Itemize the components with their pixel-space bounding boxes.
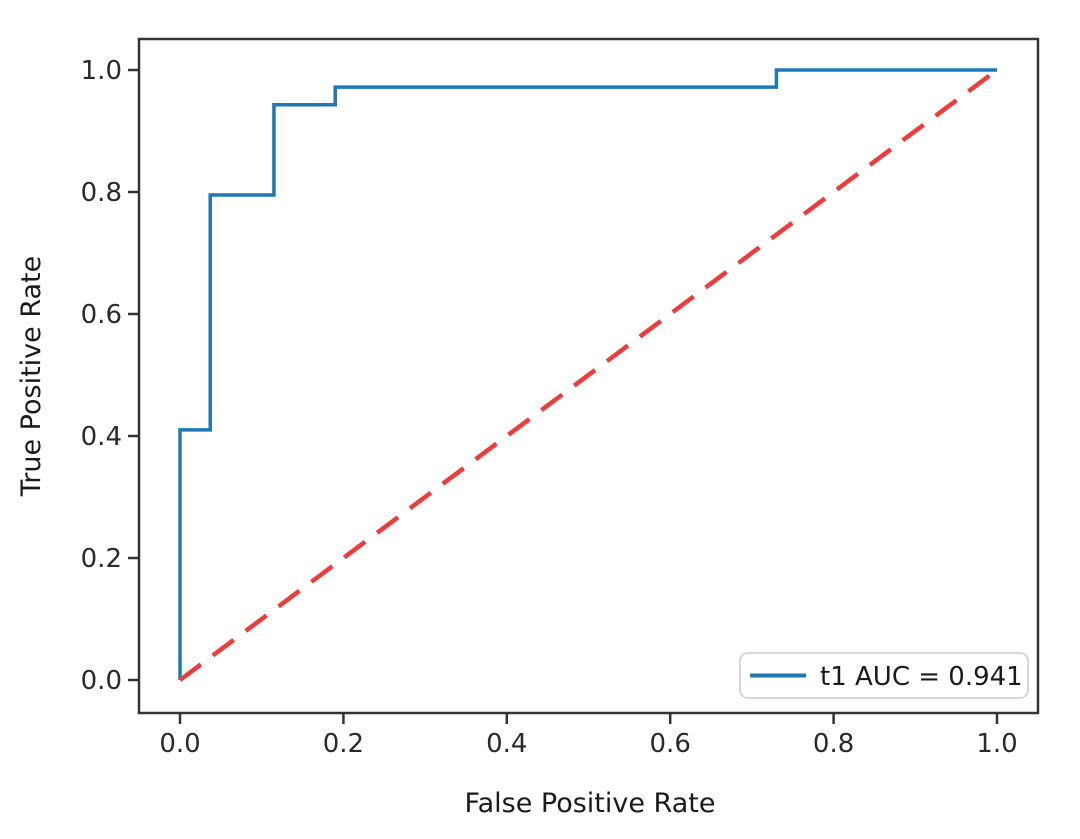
y-tick-label: 0.8 — [81, 178, 122, 208]
legend-box — [739, 652, 1029, 699]
x-tick-label: 0.8 — [813, 729, 854, 759]
chance-diagonal-line — [178, 68, 999, 682]
y-tick-label: 0.2 — [81, 544, 122, 574]
y-tick-label: 0.4 — [81, 422, 122, 452]
x-tick-label: 0.2 — [323, 729, 364, 759]
x-tick-label: 0.4 — [486, 729, 527, 759]
y-tick-label: 1.0 — [81, 56, 122, 86]
y-axis-label: True Positive Rate — [16, 256, 47, 498]
legend: t1 AUC = 0.941 — [739, 652, 1029, 699]
x-tick-label: 0.0 — [159, 729, 200, 759]
chart-series — [178, 68, 999, 682]
roc-curve-line — [178, 68, 997, 680]
plot-frame — [137, 37, 1040, 715]
legend-label: t1 AUC = 0.941 — [820, 662, 1023, 692]
axis-ticks: 0.0 0.2 0.4 0.6 0.8 1.0 0.0 0.2 0.4 0.6 0.8 1.0 — [81, 56, 1018, 759]
y-tick-label: 0.6 — [81, 300, 122, 330]
x-axis-label: False Positive Rate — [465, 788, 716, 819]
x-tick-label: 1.0 — [976, 729, 1017, 759]
y-tick-label: 0.0 — [81, 666, 122, 696]
x-tick-label: 0.6 — [650, 729, 691, 759]
